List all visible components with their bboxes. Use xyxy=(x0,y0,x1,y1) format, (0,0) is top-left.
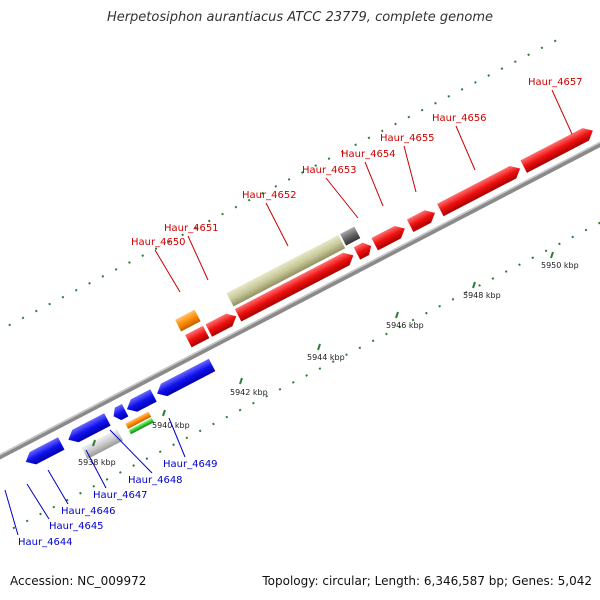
forward-gene-label[interactable]: Haur_4655 xyxy=(380,133,435,144)
feature-cds-haur-4656[interactable] xyxy=(406,207,438,232)
genome-title: Herpetosiphon aurantiacus ATCC 23779, co… xyxy=(106,10,494,25)
feature-cds-haur-4657a[interactable] xyxy=(437,162,523,217)
feature-rrna-orange-reverse[interactable] xyxy=(125,411,152,429)
genome-summary: Topology: circular; Length: 6,346,587 bp… xyxy=(262,574,592,588)
genome-backbone xyxy=(0,122,600,479)
feature-trna-green[interactable] xyxy=(128,417,154,435)
labels-layer: 5938 kbp 5940 kbp 5942 kbp 5944 kbp 5946 kbp… xyxy=(4,77,583,548)
reverse-leader-line xyxy=(168,417,186,458)
reverse-leader-line xyxy=(109,429,153,474)
forward-gene-label[interactable]: Haur_4653 xyxy=(302,165,357,176)
feature-cds-haur-4648b[interactable] xyxy=(110,403,129,422)
reverse-gene-label[interactable]: Haur_4649 xyxy=(163,459,218,470)
reverse-leader-line xyxy=(47,469,69,505)
reverse-leader-line xyxy=(85,449,107,489)
scale-tick-mark xyxy=(395,311,399,319)
forward-gene-label[interactable]: Haur_4657 xyxy=(528,77,583,88)
scale-tick-label: 5940 kbp xyxy=(152,421,190,430)
forward-leader-line xyxy=(403,145,417,193)
forward-leader-line xyxy=(187,235,209,281)
feature-cds-haur-4654[interactable] xyxy=(353,240,375,260)
genome-track-group xyxy=(0,33,600,530)
feature-cds-haur-4646[interactable] xyxy=(65,413,111,446)
feature-cds-haur-4649[interactable] xyxy=(154,358,216,400)
scale-tick-mark xyxy=(239,377,243,385)
feature-cds-haur-4644[interactable] xyxy=(23,437,65,468)
feature-pseudogene-khaki[interactable] xyxy=(226,234,346,307)
forward-leader-line xyxy=(265,202,289,247)
forward-gene-label[interactable]: Haur_4651 xyxy=(164,223,219,234)
forward-leader-line xyxy=(455,125,476,171)
genome-backbone-highlight xyxy=(0,122,600,476)
feature-cds-haur-4648a[interactable] xyxy=(124,389,157,415)
feature-misc-grey[interactable] xyxy=(340,226,361,246)
feature-cds-haur-4657b[interactable] xyxy=(520,124,596,173)
forward-leader-line xyxy=(325,177,359,219)
forward-gene-label[interactable]: Haur_4656 xyxy=(432,113,487,124)
feature-rrna-orange[interactable] xyxy=(175,309,201,332)
reverse-gene-label[interactable]: Haur_4646 xyxy=(61,506,116,517)
scale-tick-mark xyxy=(317,343,321,351)
feature-cds-haur-4652[interactable] xyxy=(234,249,357,322)
feature-cds-haur-4655[interactable] xyxy=(371,222,408,251)
scale-tick-label: 5948 kbp xyxy=(463,291,501,300)
reverse-gene-label[interactable]: Haur_4647 xyxy=(93,490,148,501)
forward-gene-label[interactable]: Haur_4652 xyxy=(242,190,297,201)
reverse-gene-label[interactable]: Haur_4645 xyxy=(49,521,104,532)
forward-gene-label[interactable]: Haur_4654 xyxy=(341,149,396,160)
scale-tick-label: 5946 kbp xyxy=(386,321,424,330)
scale-tick-label: 5944 kbp xyxy=(307,353,345,362)
forward-leader-line xyxy=(551,89,573,135)
reverse-leader-line xyxy=(26,483,50,520)
scale-tick-label: 5942 kbp xyxy=(230,388,268,397)
scale-tick-mark xyxy=(472,281,476,289)
accession-text: Accession: NC_009972 xyxy=(10,574,147,588)
forward-leader-line xyxy=(154,249,181,293)
scale-tick-mark xyxy=(162,409,166,417)
scale-tick-label: 5950 kbp xyxy=(541,261,579,270)
forward-gene-label[interactable]: Haur_4650 xyxy=(131,237,186,248)
scale-tick-mark xyxy=(550,251,554,259)
scale-tick-mark xyxy=(92,439,96,447)
reverse-leader-line xyxy=(4,489,19,536)
reverse-gene-label[interactable]: Haur_4644 xyxy=(18,537,73,548)
scale-tick-label: 5938 kbp xyxy=(78,458,116,467)
reverse-gene-label[interactable]: Haur_4648 xyxy=(128,475,183,486)
forward-leader-line xyxy=(364,161,384,207)
feature-cds-haur-4651[interactable] xyxy=(205,310,240,337)
feature-cds-haur-4650[interactable] xyxy=(185,325,210,348)
feature-misc-lightgrey[interactable] xyxy=(81,429,123,460)
